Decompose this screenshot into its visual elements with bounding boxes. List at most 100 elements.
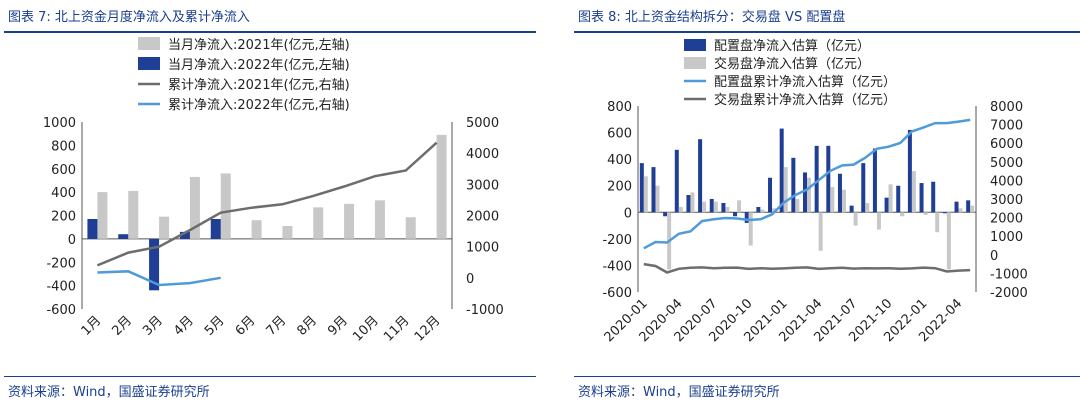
x-tick-label: 10月 (350, 313, 381, 344)
bar-trading (970, 205, 975, 213)
y-right-tick-label: 0 (466, 272, 474, 287)
bar-trading (690, 192, 695, 213)
bar-allocation (919, 183, 924, 213)
y-left-tick-label: -200 (602, 233, 632, 248)
bar-2021 (436, 134, 447, 239)
bar-2021 (251, 220, 262, 239)
y-left-tick-label: 200 (51, 210, 76, 225)
bar-trading (760, 209, 765, 213)
x-tick-label: 1月 (79, 313, 105, 339)
figure-8-chart: 8006004002000-200-400-600800070006000500… (602, 38, 1028, 345)
y-left-tick-label: 600 (51, 163, 76, 178)
bar-trading (923, 212, 928, 215)
bar-2021 (189, 176, 200, 239)
bar-trading (748, 212, 753, 246)
bar-allocation (954, 201, 959, 213)
bar-2021 (282, 226, 293, 239)
bar-trading (900, 212, 905, 217)
bar-2021 (344, 203, 355, 239)
legend-label: 当月净流入:2022年(亿元,左轴) (168, 58, 350, 73)
x-tick-label: 12月 (412, 313, 443, 344)
y-right-tick-label: 7000 (990, 119, 1023, 134)
bar-allocation (744, 212, 749, 223)
bar-2021 (97, 192, 108, 239)
y-left-tick-label: 0 (68, 233, 76, 248)
legend-label: 累计净流入:2021年(亿元,右轴) (168, 78, 350, 93)
bar-allocation (837, 173, 842, 213)
figure-8-title: 图表 8: 北上资金结构拆分：交易盘 VS 配置盘 (578, 10, 846, 25)
bar-trading (713, 201, 718, 213)
x-tick-label: 5月 (202, 313, 228, 339)
figure-7-chart: 10008006004002000-200-400-60050004000300… (43, 37, 504, 345)
bar-trading (655, 185, 660, 213)
y-left-tick-label: 200 (607, 180, 632, 195)
x-tick-label: 2月 (109, 313, 135, 339)
bar-2021 (159, 216, 170, 239)
y-right-tick-label: 4000 (990, 174, 1023, 189)
bar-allocation (814, 145, 819, 213)
bar-trading (911, 171, 916, 213)
bar-trading (830, 187, 835, 213)
bar-2021 (220, 173, 231, 239)
footer-divider (4, 376, 536, 377)
figure-7-panel: 图表 7: 北上资金月度净流入及累计净流入 1000 800 600 400 200 0-… (4, 0, 536, 410)
y-right-tick-label: 2000 (466, 210, 499, 225)
bar-allocation (791, 157, 796, 213)
legend-swatch (684, 57, 706, 69)
x-tick-label: 6月 (233, 313, 259, 339)
figure-7-source: 资料来源：Wind，国盛证券研究所 (8, 385, 210, 400)
y-right-tick-label: 0 (990, 249, 998, 264)
bar-allocation (674, 149, 679, 213)
y-left-tick-label: 0 (624, 206, 632, 221)
y-right-tick-label: 1000 (990, 230, 1023, 245)
bar-2021 (405, 217, 416, 239)
bar-trading (725, 206, 730, 213)
cumulative-line-2022 (97, 270, 221, 287)
legend-label: 配置盘累计净流入估算（亿元） (714, 74, 896, 90)
y-left-tick-label: 800 (607, 100, 632, 115)
bar-allocation (698, 139, 703, 213)
bar-allocation (872, 148, 877, 213)
cumulative-line-2021 (96, 141, 438, 267)
x-tick-label: 3月 (140, 313, 166, 339)
bar-2022 (87, 219, 98, 239)
bar-2021 (128, 190, 139, 239)
bar-trading (958, 208, 963, 213)
legend-label: 配置盘净流入估算（亿元） (714, 38, 870, 54)
y-right-tick-label: 5000 (466, 116, 499, 131)
bar-trading (865, 202, 870, 213)
y-left-tick-label: -600 (46, 303, 76, 318)
bar-trading (818, 212, 823, 251)
cumulative-line-allocation (643, 118, 971, 250)
title-divider (4, 31, 536, 33)
y-right-tick-label: 5000 (990, 156, 1023, 171)
bar-allocation (803, 172, 807, 213)
title-divider (574, 31, 1080, 33)
bar-allocation (907, 129, 912, 213)
bar-2021 (374, 200, 385, 239)
x-tick-label: 7月 (264, 313, 290, 339)
bar-trading (643, 176, 648, 213)
x-tick-label: 8月 (294, 313, 320, 339)
bar-allocation (686, 195, 691, 213)
y-right-tick-label: 2000 (990, 212, 1023, 227)
bar-allocation (931, 181, 936, 213)
bar-trading (737, 200, 742, 213)
bar-2022 (210, 219, 221, 239)
bar-trading (876, 212, 881, 230)
bar-allocation (733, 212, 738, 217)
bar-allocation (779, 128, 784, 213)
bar-allocation (826, 145, 831, 213)
bar-trading (841, 189, 846, 213)
figure-8-source: 资料来源：Wind，国盛证券研究所 (578, 385, 780, 400)
y-right-tick-label: -2000 (990, 286, 1028, 301)
bar-2022 (149, 238, 160, 291)
y-right-tick-label: 1000 (466, 241, 499, 256)
bar-trading (946, 212, 951, 270)
x-tick-label: 4月 (171, 313, 197, 339)
y-right-tick-label: -1000 (990, 267, 1028, 282)
bar-trading (795, 199, 800, 213)
footer-divider (574, 376, 1080, 377)
y-right-tick-label: 6000 (990, 137, 1023, 152)
bar-allocation (721, 202, 726, 213)
